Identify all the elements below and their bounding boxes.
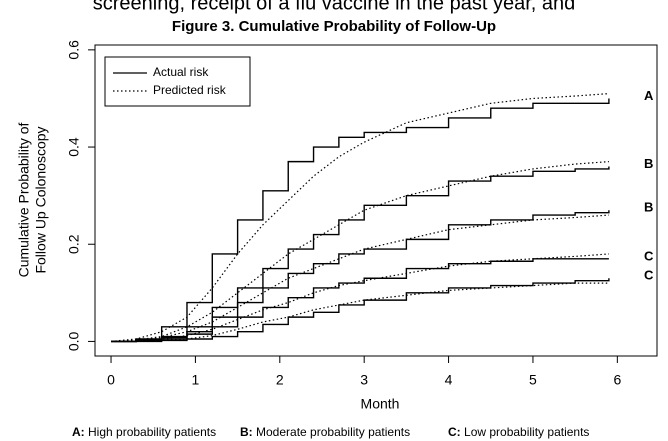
series-line bbox=[111, 210, 610, 343]
series-line bbox=[111, 98, 610, 343]
y-axis-label: Cumulative Probability of bbox=[16, 122, 32, 277]
footnote-text: Moderate probability patients bbox=[256, 425, 410, 439]
x-axis-label: Month bbox=[361, 396, 400, 412]
y-tick-label: 0.4 bbox=[66, 137, 82, 157]
footnote-key: A: bbox=[72, 425, 85, 439]
series-end-label: A bbox=[644, 88, 654, 103]
footnote-key: B: bbox=[240, 425, 253, 439]
series-end-label: C bbox=[644, 268, 654, 283]
footnote: C: Low probability patients bbox=[448, 425, 589, 439]
y-tick-label: 0.6 bbox=[66, 40, 82, 60]
x-tick-label: 4 bbox=[445, 372, 453, 388]
y-axis-label: Follow Up Colonoscopy bbox=[33, 126, 49, 273]
x-tick-label: 5 bbox=[529, 372, 537, 388]
footnote-text: Low probability patients bbox=[464, 425, 589, 439]
y-tick-label: 0.0 bbox=[66, 331, 82, 351]
x-tick-label: 0 bbox=[107, 372, 115, 388]
footnote-text: High probability patients bbox=[88, 425, 216, 439]
series-end-label: B bbox=[644, 156, 653, 171]
series-end-label: C bbox=[644, 248, 654, 263]
series-line bbox=[111, 282, 609, 343]
footnote: A: High probability patients bbox=[72, 425, 216, 439]
x-tick-label: 1 bbox=[192, 372, 200, 388]
series-line bbox=[111, 253, 609, 343]
y-tick-label: 0.2 bbox=[66, 234, 82, 254]
footnote: B: Moderate probability patients bbox=[240, 425, 410, 439]
series-end-label: B bbox=[644, 200, 653, 215]
x-tick-label: 2 bbox=[276, 372, 284, 388]
x-tick-label: 3 bbox=[360, 372, 368, 388]
x-tick-label: 6 bbox=[613, 372, 621, 388]
series-line bbox=[111, 214, 609, 343]
chart-title: Figure 3. Cumulative Probability of Foll… bbox=[172, 18, 496, 35]
legend-label: Predicted risk bbox=[153, 83, 227, 97]
series-line bbox=[110, 161, 609, 343]
legend-label: Actual risk bbox=[153, 65, 209, 79]
footnote-key: C: bbox=[448, 425, 461, 439]
legend-box bbox=[104, 56, 251, 107]
plot-frame bbox=[94, 44, 658, 357]
series-line bbox=[111, 258, 609, 343]
caption-above: screening, receipt of a flu vaccine in t… bbox=[93, 0, 576, 14]
series-line bbox=[110, 92, 609, 343]
series-line bbox=[111, 278, 610, 343]
